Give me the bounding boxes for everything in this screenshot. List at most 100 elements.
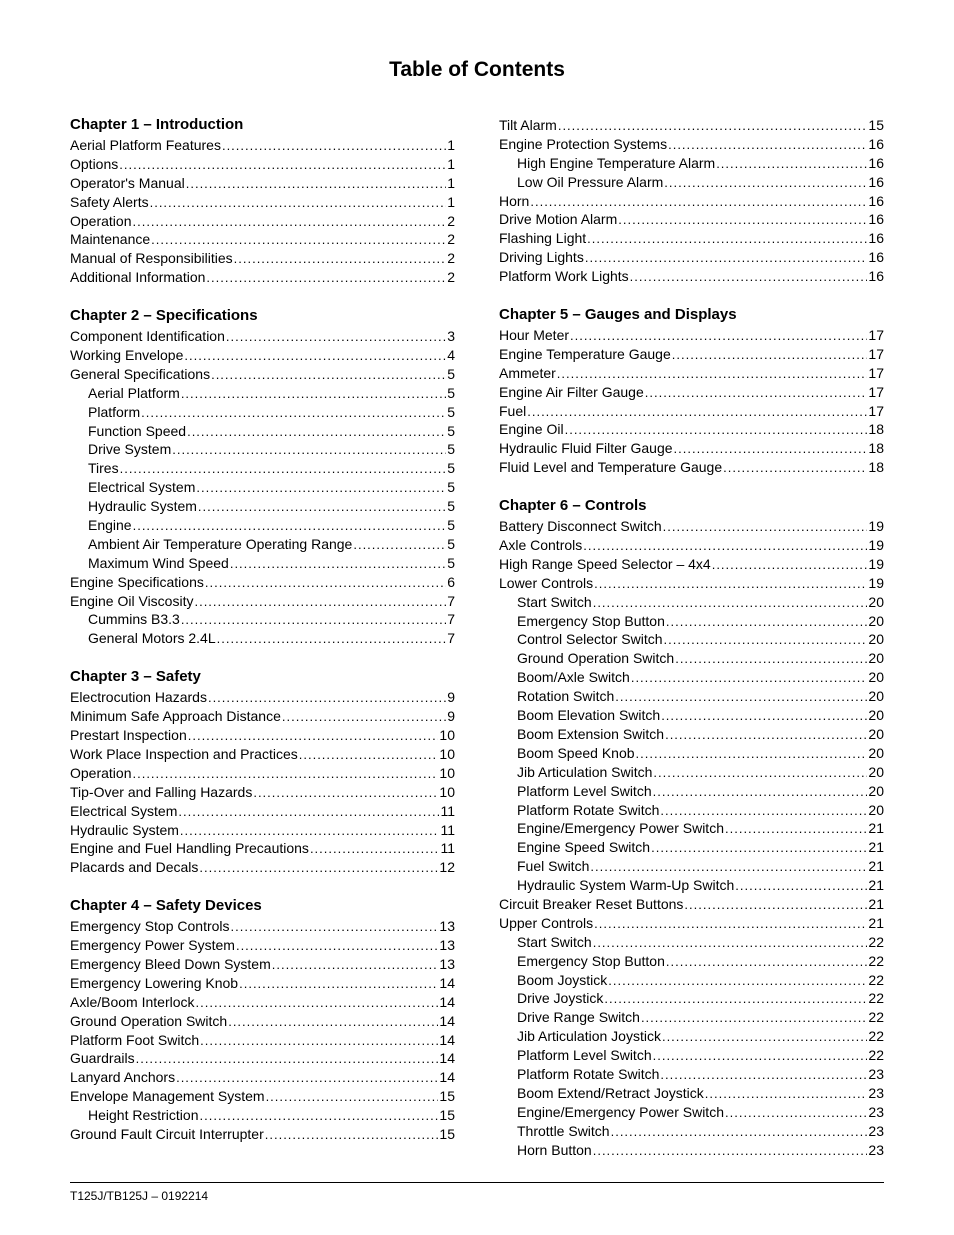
toc-entry-label: Tip-Over and Falling Hazards [70, 783, 252, 802]
toc-entry: Operation10 [70, 764, 455, 783]
toc-entry-page: 3 [447, 327, 455, 346]
toc-leader-dots [593, 1141, 868, 1160]
toc-leader-dots [675, 649, 867, 668]
toc-entry-label: Placards and Decals [70, 858, 198, 877]
toc-leader-dots [222, 136, 446, 155]
toc-entry: Electrical System5 [70, 478, 455, 497]
toc-entry-page: 21 [868, 914, 884, 933]
toc-left-column: Chapter 1 – IntroductionAerial Platform … [70, 116, 455, 1159]
toc-entry: Platform5 [70, 403, 455, 422]
toc-entry-page: 11 [440, 839, 455, 858]
toc-entry-label: Platform Rotate Switch [517, 801, 659, 820]
toc-entry: Tilt Alarm15 [499, 116, 884, 135]
toc-leader-dots [684, 895, 867, 914]
toc-entry-label: Drive Joystick [517, 989, 603, 1008]
toc-entry-page: 15 [439, 1087, 455, 1106]
toc-entry-page: 13 [439, 917, 455, 936]
toc-entry-page: 20 [868, 687, 884, 706]
toc-entry-label: Platform Work Lights [499, 267, 629, 286]
toc-entry-page: 23 [868, 1122, 884, 1141]
toc-entry: Rotation Switch20 [499, 687, 884, 706]
toc-entry-page: 22 [868, 989, 884, 1008]
toc-entry: Function Speed5 [70, 422, 455, 441]
toc-entry: Drive System5 [70, 440, 455, 459]
toc-entry: Drive Motion Alarm16 [499, 210, 884, 229]
toc-entry-label: Engine [88, 516, 132, 535]
toc-entry: Emergency Bleed Down System13 [70, 955, 455, 974]
toc-entry-label: Safety Alerts [70, 193, 149, 212]
toc-entry-page: 5 [447, 440, 455, 459]
toc-leader-dots [199, 858, 438, 877]
toc-entry-page: 19 [868, 536, 884, 555]
toc-leader-dots [196, 478, 446, 497]
toc-entry: Electrocution Hazards9 [70, 688, 455, 707]
toc-entry-page: 2 [447, 268, 455, 287]
toc-entry-label: Emergency Bleed Down System [70, 955, 271, 974]
toc-leader-dots [618, 210, 867, 229]
toc-leader-dots [583, 536, 867, 555]
toc-leader-dots [176, 1068, 438, 1087]
toc-entry-page: 16 [868, 135, 884, 154]
toc-entry-page: 2 [447, 230, 455, 249]
toc-entry-page: 11 [440, 802, 455, 821]
toc-entry: Guardrails14 [70, 1049, 455, 1068]
toc-entry-label: Options [70, 155, 118, 174]
toc-entry-label: Boom Extension Switch [517, 725, 664, 744]
toc-entry: Hydraulic System Warm-Up Switch21 [499, 876, 884, 895]
toc-entry-page: 18 [868, 439, 884, 458]
toc-entry: Jib Articulation Joystick22 [499, 1027, 884, 1046]
toc-entry: Boom Extension Switch20 [499, 725, 884, 744]
toc-entry-label: Operation [70, 764, 131, 783]
toc-leader-dots [645, 383, 868, 402]
toc-entry: Emergency Stop Controls13 [70, 917, 455, 936]
toc-entry-label: Engine Protection Systems [499, 135, 667, 154]
toc-leader-dots [265, 1125, 439, 1144]
toc-entry: Boom Elevation Switch20 [499, 706, 884, 725]
toc-entry-label: Maximum Wind Speed [88, 554, 229, 573]
toc-leader-dots [272, 955, 439, 974]
toc-entry-page: 14 [439, 1031, 455, 1050]
toc-leader-dots [530, 192, 867, 211]
toc-leader-dots [178, 802, 439, 821]
toc-leader-dots [735, 876, 867, 895]
toc-entry-label: Start Switch [517, 933, 592, 952]
toc-entry: Upper Controls21 [499, 914, 884, 933]
toc-entry-page: 18 [868, 420, 884, 439]
toc-entry-label: Boom Speed Knob [517, 744, 635, 763]
toc-entry-page: 10 [439, 783, 455, 802]
toc-entry-label: Boom Elevation Switch [517, 706, 660, 725]
toc-entry-label: Platform Level Switch [517, 1046, 652, 1065]
toc-entry: Horn16 [499, 192, 884, 211]
toc-leader-dots [723, 458, 867, 477]
toc-leader-dots [604, 989, 867, 1008]
toc-entry: Minimum Safe Approach Distance9 [70, 707, 455, 726]
toc-entry-label: Ammeter [499, 364, 556, 383]
toc-leader-dots [194, 592, 446, 611]
toc-entry-label: Horn Button [517, 1141, 592, 1160]
chapter-heading: Chapter 2 – Specifications [70, 307, 455, 324]
toc-leader-dots [205, 573, 446, 592]
toc-leader-dots [228, 1012, 438, 1031]
toc-entry-label: Control Selector Switch [517, 630, 663, 649]
toc-leader-dots [198, 497, 446, 516]
toc-entry-label: Maintenance [70, 230, 150, 249]
toc-entry-page: 14 [439, 1012, 455, 1031]
toc-entry-label: Ambient Air Temperature Operating Range [88, 535, 352, 554]
toc-leader-dots [172, 440, 446, 459]
toc-leader-dots [666, 612, 868, 631]
toc-leader-dots [217, 629, 447, 648]
toc-entry-label: Tires [88, 459, 119, 478]
toc-entry-page: 7 [447, 610, 455, 629]
toc-entry: Ammeter17 [499, 364, 884, 383]
toc-leader-dots [660, 801, 867, 820]
toc-leader-dots [187, 422, 446, 441]
toc-entry-label: Boom Extend/Retract Joystick [517, 1084, 704, 1103]
toc-leader-dots [641, 1008, 867, 1027]
toc-entry-page: 2 [447, 212, 455, 231]
toc-entry: Platform Rotate Switch20 [499, 801, 884, 820]
toc-entry-label: Jib Articulation Switch [517, 763, 652, 782]
toc-leader-dots [615, 687, 867, 706]
toc-entry-label: Platform Level Switch [517, 782, 652, 801]
toc-entry-page: 17 [868, 402, 884, 421]
toc-entry: Ambient Air Temperature Operating Range5 [70, 535, 455, 554]
